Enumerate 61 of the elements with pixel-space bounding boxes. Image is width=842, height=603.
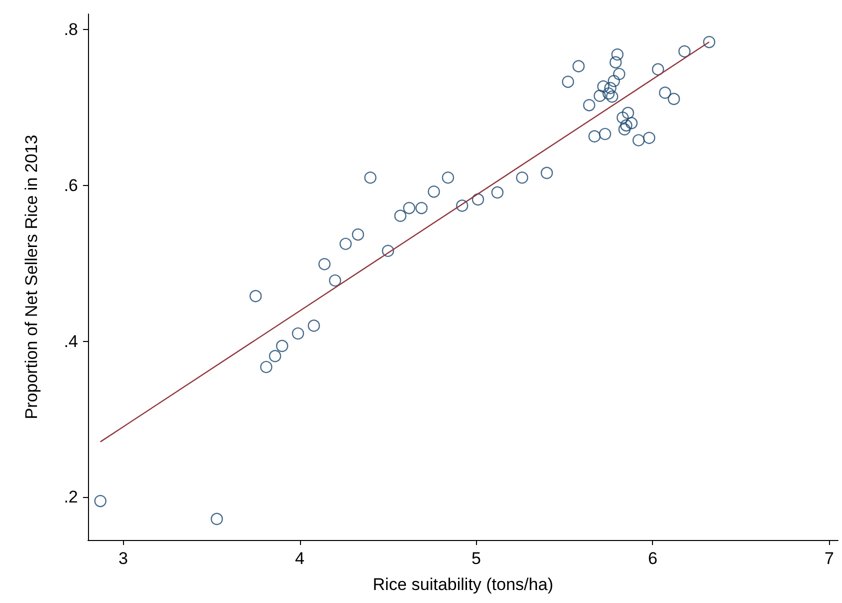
point xyxy=(382,244,394,257)
x-tick-label: 4 xyxy=(295,549,304,568)
point xyxy=(608,74,620,88)
point xyxy=(276,340,288,352)
x-tick-label: 3 xyxy=(118,549,128,568)
point xyxy=(611,48,624,61)
x-tick-label: 6 xyxy=(648,549,658,568)
point xyxy=(318,258,331,270)
point xyxy=(588,130,601,142)
point xyxy=(364,172,376,184)
point xyxy=(94,494,106,508)
x-tick-label: 5 xyxy=(472,549,481,568)
point xyxy=(678,45,691,58)
y-tick-label: .6 xyxy=(64,176,78,195)
point xyxy=(598,128,612,140)
point xyxy=(616,112,629,124)
point xyxy=(308,320,320,332)
point xyxy=(594,90,606,102)
point xyxy=(572,60,585,72)
point xyxy=(618,123,631,136)
point xyxy=(632,134,645,146)
point xyxy=(250,290,262,302)
point xyxy=(625,117,638,130)
point xyxy=(540,166,553,180)
point xyxy=(428,186,440,198)
point xyxy=(491,186,504,199)
point xyxy=(403,202,416,214)
point xyxy=(562,76,574,88)
point xyxy=(703,36,716,48)
point xyxy=(340,238,352,250)
y-axis-title: Proportion of Net Sellers Rice in 2013 xyxy=(22,134,41,420)
point xyxy=(260,360,272,374)
point xyxy=(210,512,223,526)
point xyxy=(516,172,528,184)
point xyxy=(442,172,454,184)
point xyxy=(394,210,406,222)
point xyxy=(415,202,428,214)
point xyxy=(610,56,622,68)
point xyxy=(597,80,610,93)
y-tick-label: .2 xyxy=(64,488,78,507)
point xyxy=(606,90,618,103)
point xyxy=(622,106,634,120)
y-tick-label: .8 xyxy=(64,20,78,40)
point xyxy=(668,92,680,106)
x-axis-title: Rice suitability (tons/ha) xyxy=(372,575,554,594)
point xyxy=(292,327,304,340)
point xyxy=(613,68,626,80)
point xyxy=(604,82,616,94)
point xyxy=(643,132,656,144)
point xyxy=(328,274,342,287)
point xyxy=(352,228,364,241)
point xyxy=(583,99,596,112)
y-tick-label: .4 xyxy=(64,332,78,351)
point xyxy=(268,350,282,362)
x-tick-label: 7 xyxy=(824,549,834,568)
point xyxy=(652,63,664,76)
point xyxy=(602,87,615,100)
point xyxy=(620,119,632,132)
point xyxy=(456,200,468,212)
point xyxy=(472,193,484,206)
point xyxy=(658,86,672,99)
